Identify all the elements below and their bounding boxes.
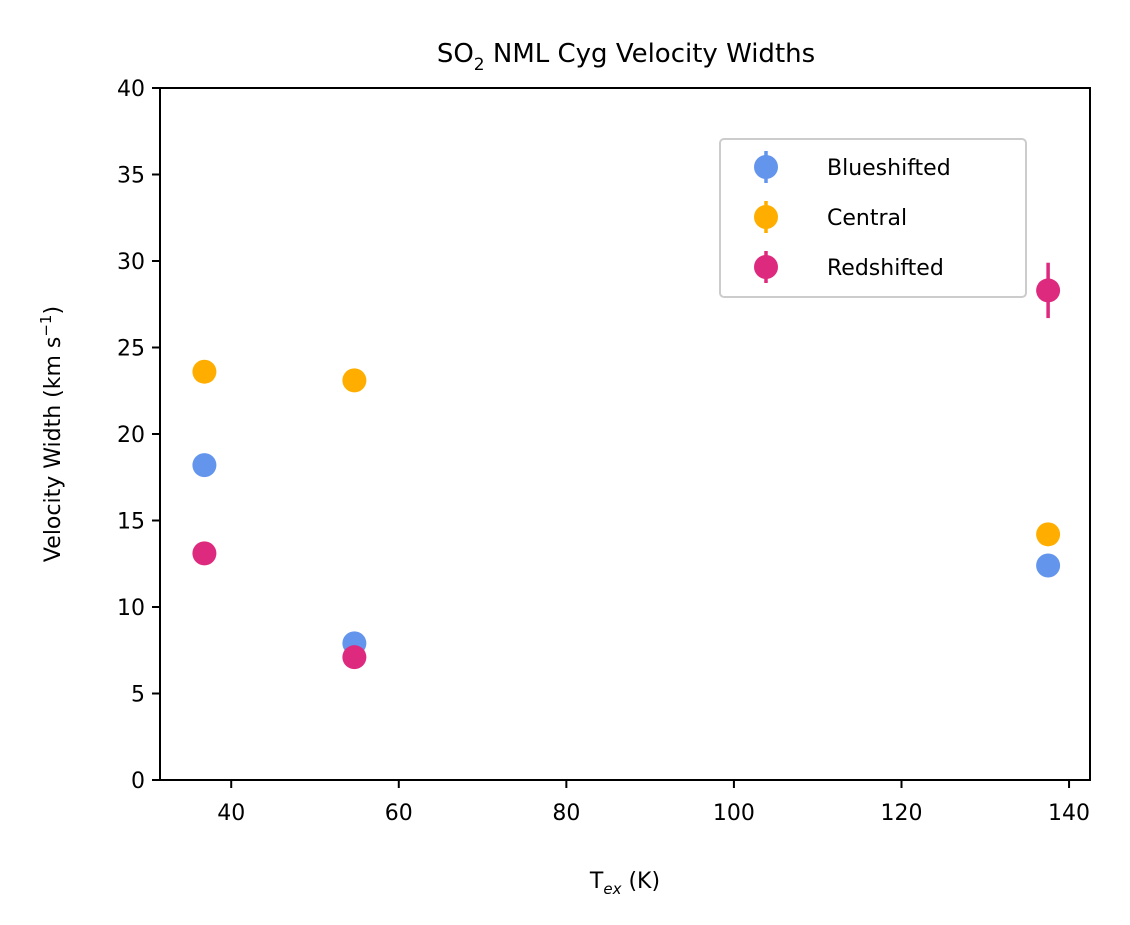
y-tick-label: 25 [117, 337, 145, 362]
y-tick-label: 40 [117, 77, 145, 102]
data-point [342, 645, 367, 670]
x-tick-label: 120 [880, 801, 922, 826]
legend-box [719, 138, 1027, 298]
y-tick-label: 0 [131, 769, 145, 794]
legend-marker [754, 205, 778, 229]
y-tick-label: 20 [117, 423, 145, 448]
legend-label: Redshifted [827, 256, 944, 281]
series-redshifted [192, 262, 1061, 670]
y-axis-label: Velocity Width (km s−1) [37, 306, 66, 562]
y-tick-label: 30 [117, 250, 145, 275]
y-tick-label: 15 [117, 510, 145, 535]
data-point [342, 368, 367, 393]
data-point [192, 359, 217, 384]
legend-marker [754, 155, 778, 179]
y-tick-label: 5 [131, 683, 145, 708]
y-tick-label: 35 [117, 164, 145, 189]
legend-label: Central [827, 206, 907, 231]
x-tick-label: 100 [713, 801, 755, 826]
y-tick-label: 10 [117, 596, 145, 621]
x-tick-label: 80 [552, 801, 580, 826]
legend-item: Central [754, 201, 907, 233]
legend: Blueshifted Central Redshifted [719, 138, 1027, 298]
x-tick-label: 140 [1048, 801, 1090, 826]
x-tick-label: 40 [217, 801, 245, 826]
data-point [192, 541, 217, 566]
data-point [1036, 553, 1061, 578]
x-axis-label: Tex (K) [589, 869, 660, 898]
legend-item: Blueshifted [754, 151, 951, 183]
x-tick-label: 60 [385, 801, 413, 826]
legend-label: Blueshifted [827, 156, 951, 181]
series-central [192, 359, 1061, 547]
legend-item: Redshifted [754, 251, 944, 283]
chart-title: SO2 NML Cyg Velocity Widths [437, 39, 815, 75]
data-point [1036, 522, 1061, 547]
data-point [1036, 278, 1061, 303]
legend-marker [754, 255, 778, 279]
data-point [192, 453, 217, 478]
